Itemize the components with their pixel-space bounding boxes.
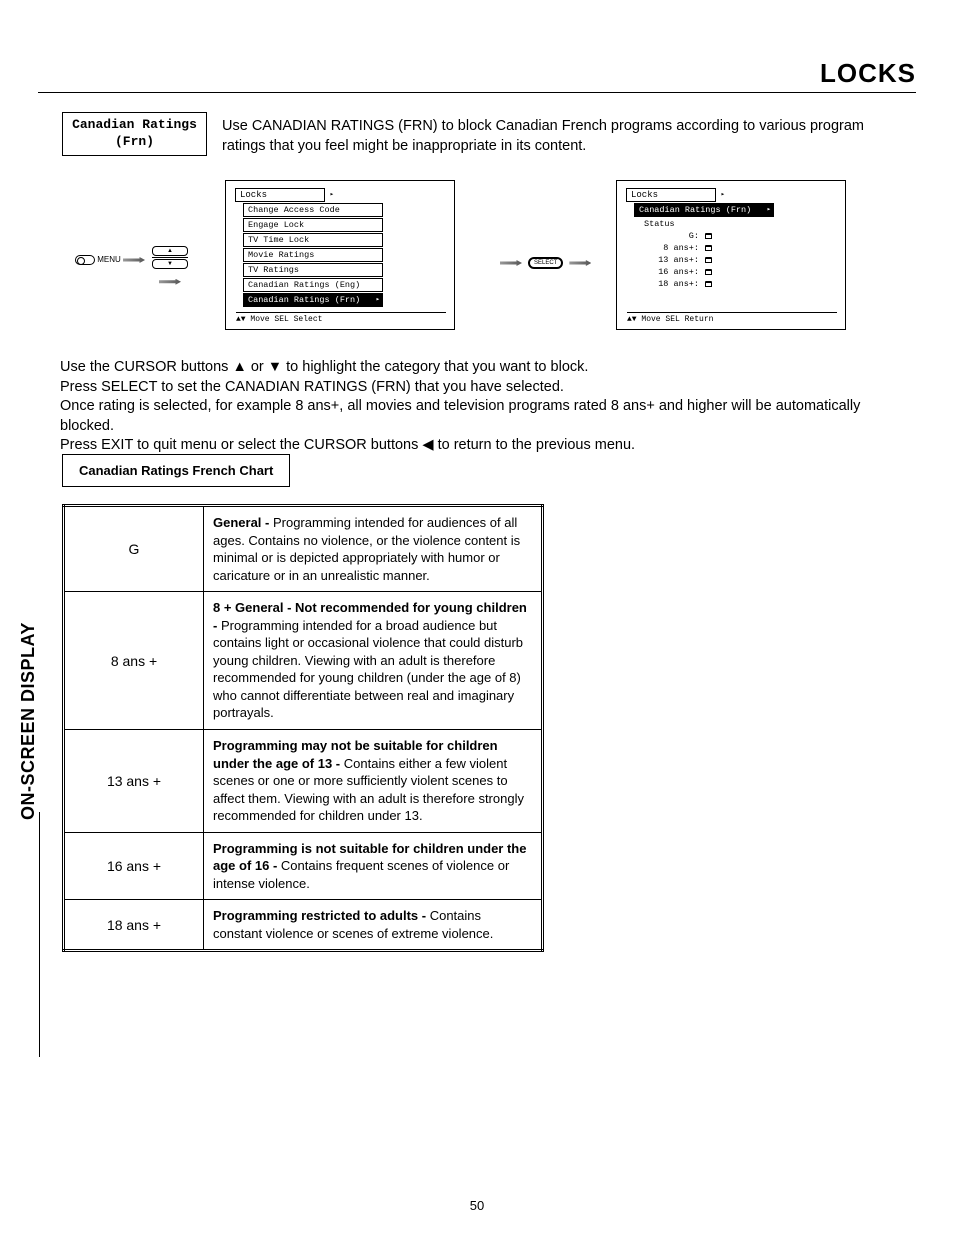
instructions-block: Use the CURSOR buttons ▲ or ▼ to highlig… (60, 358, 894, 456)
table-row: G General - Programming intended for aud… (64, 506, 543, 592)
arrow-icon (569, 260, 591, 266)
osd-ratings-menu: Locks Canadian Ratings (Frn) Status G: 8… (616, 180, 846, 330)
osd-subtitle: Canadian Ratings (Frn) (634, 203, 774, 217)
rating-code: 16 ans + (64, 832, 204, 900)
chart-title: Canadian Ratings French Chart (62, 454, 290, 487)
side-tab-border (39, 812, 40, 1057)
header-rule (38, 92, 916, 93)
lock-icon (705, 233, 712, 239)
table-row: 18 ans + Programming restricted to adult… (64, 900, 543, 951)
lock-icon (705, 257, 712, 263)
instruction-line: Press SELECT to set the CANADIAN RATINGS… (60, 378, 894, 398)
osd-item: Canadian Ratings (Eng) (243, 278, 383, 292)
rating-code: 8 ans + (64, 592, 204, 730)
rating-description: 8 + General - Not recommended for young … (204, 592, 543, 730)
osd-status-header: Status (644, 218, 838, 230)
select-label: SELECT (528, 257, 563, 269)
osd-item: TV Time Lock (243, 233, 383, 247)
osd-item: Movie Ratings (243, 248, 383, 262)
instruction-line: Once rating is selected, for example 8 a… (60, 397, 894, 436)
arrow-icon (159, 279, 181, 285)
osd-status-row: 18 ans+: (644, 278, 838, 290)
osd-footer: ▲▼ Move SEL Return (627, 312, 837, 324)
intro-paragraph: Use CANADIAN RATINGS (FRN) to block Cana… (222, 116, 894, 157)
instruction-line: Use the CURSOR buttons ▲ or ▼ to highlig… (60, 358, 894, 378)
osd-title: Locks (235, 188, 325, 202)
osd-item-selected: Canadian Ratings (Frn) (243, 293, 383, 307)
lock-icon (705, 281, 712, 287)
rating-description: Programming may not be suitable for chil… (204, 730, 543, 833)
lock-icon (705, 245, 712, 251)
cursor-up-icon: ▲ (152, 246, 188, 256)
osd-status-row: 8 ans+: (644, 242, 838, 254)
osd-item: Engage Lock (243, 218, 383, 232)
menu-label: MENU (97, 255, 121, 264)
lock-icon (705, 269, 712, 275)
menu-flow-diagram: MENU ▲ ▼ Locks Change Access Code Engage… (60, 175, 894, 335)
feature-line1: Canadian Ratings (72, 117, 197, 132)
table-row: 13 ans + Programming may not be suitable… (64, 730, 543, 833)
rating-description: Programming is not suitable for children… (204, 832, 543, 900)
osd-title: Locks (626, 188, 716, 202)
section-side-tab: ON-SCREEN DISPLAY (18, 622, 39, 820)
osd-footer: ▲▼ Move SEL Select (236, 312, 446, 324)
rating-code: 18 ans + (64, 900, 204, 951)
rating-code: G (64, 506, 204, 592)
rating-description: Programming restricted to adults - Conta… (204, 900, 543, 951)
instruction-line: Press EXIT to quit menu or select the CU… (60, 436, 894, 456)
cursor-down-icon: ▼ (152, 259, 188, 269)
arrow-icon (500, 260, 522, 266)
page-title: LOCKS (820, 58, 916, 89)
feature-label-box: Canadian Ratings (Frn) (62, 112, 207, 156)
cursor-pad-illustration: ▲ ▼ (140, 245, 200, 291)
table-row: 8 ans + 8 + General - Not recommended fo… (64, 592, 543, 730)
page-number: 50 (0, 1198, 954, 1213)
feature-line2: (Frn) (115, 134, 154, 149)
ratings-chart-table: G General - Programming intended for aud… (62, 504, 544, 952)
select-button-illustration: SELECT (500, 257, 591, 269)
menu-button-illustration: MENU (75, 255, 145, 265)
osd-status-row: 13 ans+: (644, 254, 838, 266)
osd-locks-menu: Locks Change Access Code Engage Lock TV … (225, 180, 455, 330)
osd-status-row: G: (644, 230, 838, 242)
rating-description: General - Programming intended for audie… (204, 506, 543, 592)
osd-item: Change Access Code (243, 203, 383, 217)
osd-item: TV Ratings (243, 263, 383, 277)
table-row: 16 ans + Programming is not suitable for… (64, 832, 543, 900)
osd-status-row: 16 ans+: (644, 266, 838, 278)
rating-code: 13 ans + (64, 730, 204, 833)
